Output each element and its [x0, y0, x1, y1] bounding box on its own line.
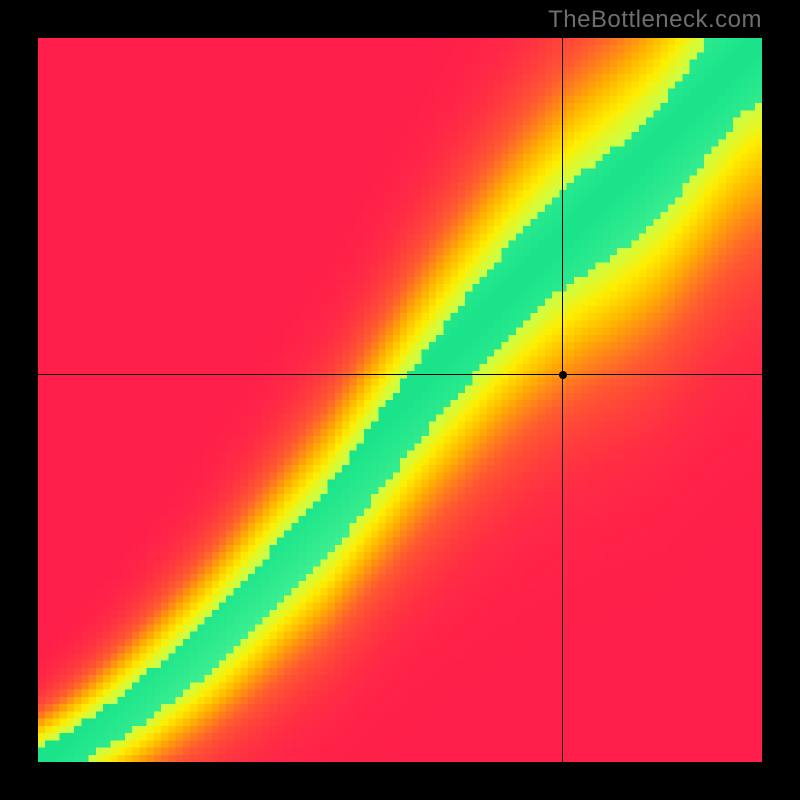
- crosshair-vertical: [562, 38, 563, 762]
- watermark-text: TheBottleneck.com: [548, 6, 762, 34]
- chart-frame: TheBottleneck.com: [0, 0, 800, 800]
- bottleneck-heatmap: [38, 38, 762, 762]
- crosshair-horizontal: [38, 374, 762, 375]
- crosshair-marker: [559, 371, 567, 379]
